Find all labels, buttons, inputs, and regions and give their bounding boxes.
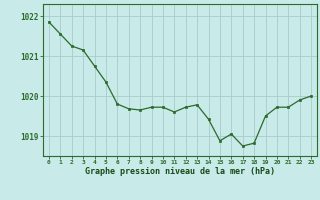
X-axis label: Graphe pression niveau de la mer (hPa): Graphe pression niveau de la mer (hPa): [85, 167, 275, 176]
